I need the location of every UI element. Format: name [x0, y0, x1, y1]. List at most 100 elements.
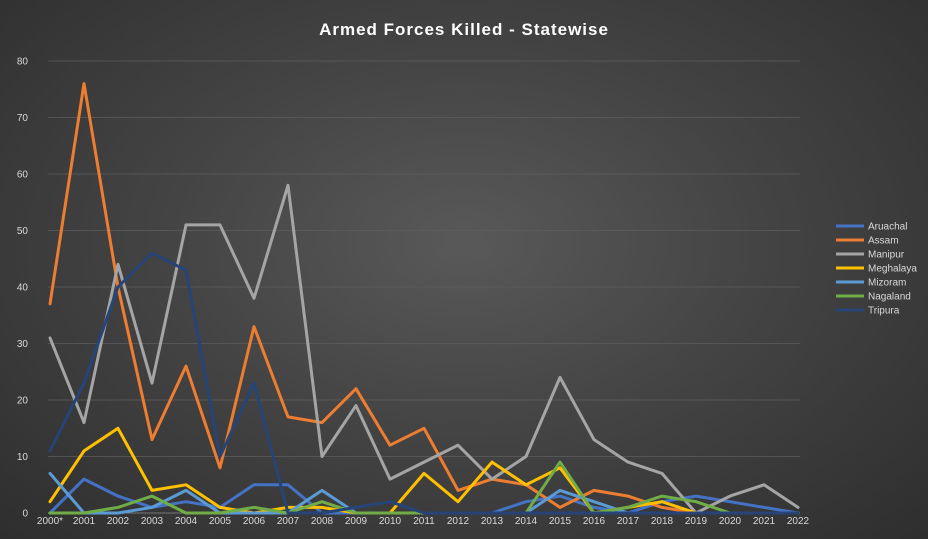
series-6 — [48, 251, 800, 515]
data-point — [184, 223, 188, 227]
data-point — [116, 511, 120, 515]
x-tick-label: 2012 — [447, 516, 470, 527]
data-point — [48, 449, 52, 453]
y-tick-label: 80 — [17, 57, 29, 68]
data-point — [388, 444, 392, 447]
y-tick-label: 60 — [17, 170, 29, 181]
legend-item: Assam — [836, 236, 899, 247]
data-point — [150, 489, 154, 492]
data-point — [694, 511, 698, 515]
legend-label: Mizoram — [868, 278, 906, 289]
data-point — [82, 381, 86, 385]
y-tick-label: 70 — [17, 113, 29, 124]
legend-item: Nagaland — [836, 292, 911, 303]
series-line — [48, 183, 800, 515]
data-point — [218, 506, 222, 509]
data-point — [184, 500, 188, 503]
legend-item: Manipur — [836, 250, 905, 261]
data-point — [558, 511, 562, 515]
x-tick-label: 2013 — [481, 516, 504, 527]
legend-item: Tripura — [836, 306, 900, 317]
x-tick-label: 2018 — [651, 516, 674, 527]
legend-item: Meghalaya — [836, 264, 917, 275]
data-point — [558, 506, 562, 509]
data-point — [252, 483, 256, 486]
data-point — [150, 251, 154, 255]
data-point — [762, 483, 766, 486]
data-point — [524, 500, 528, 503]
data-point — [524, 511, 528, 515]
data-point — [796, 506, 800, 509]
data-point — [558, 376, 562, 379]
data-point — [252, 381, 256, 385]
y-tick-label: 20 — [17, 396, 29, 407]
data-point — [626, 506, 630, 509]
data-point — [456, 500, 460, 503]
y-tick-label: 50 — [17, 226, 29, 237]
legend-item: Mizoram — [836, 278, 906, 289]
data-point — [48, 511, 52, 515]
x-tick-label: 2010 — [379, 516, 402, 527]
data-point — [388, 511, 392, 515]
data-point — [694, 500, 698, 503]
legend-label: Meghalaya — [868, 264, 917, 275]
series-1 — [48, 82, 800, 515]
data-point — [252, 297, 256, 300]
y-tick-label: 30 — [17, 339, 29, 350]
data-point — [388, 500, 392, 503]
x-tick-label: 2008 — [311, 516, 334, 527]
data-point — [320, 506, 324, 509]
data-point — [252, 511, 256, 515]
data-point — [48, 472, 52, 475]
data-point — [320, 489, 324, 492]
data-point — [116, 427, 120, 430]
data-point — [592, 511, 596, 515]
x-tick-label: 2021 — [753, 516, 776, 527]
data-point — [558, 489, 562, 492]
data-point — [150, 494, 154, 498]
x-tick-label: 2001 — [73, 516, 96, 527]
data-point — [796, 511, 800, 515]
data-point — [728, 500, 732, 503]
data-point — [48, 336, 52, 340]
data-point — [592, 500, 596, 503]
data-point — [184, 489, 188, 492]
x-tick-label: 2015 — [549, 516, 572, 527]
data-point — [82, 511, 86, 515]
data-point — [660, 511, 664, 515]
x-tick-label: 2022 — [787, 516, 810, 527]
data-point — [218, 223, 222, 227]
x-tick-label: 2004 — [175, 516, 198, 527]
series-lines — [48, 82, 800, 515]
data-point — [252, 325, 256, 328]
series-4 — [48, 471, 800, 515]
x-tick-label: 2011 — [413, 516, 435, 527]
data-point — [354, 506, 358, 509]
x-tick-label: 2014 — [515, 516, 538, 527]
data-point — [48, 500, 52, 503]
data-point — [728, 511, 732, 515]
data-point — [116, 506, 120, 509]
data-point — [592, 438, 596, 441]
data-point — [320, 511, 324, 515]
data-point — [762, 511, 766, 515]
legend-item: Aruachal — [836, 222, 907, 233]
data-point — [728, 494, 732, 498]
data-point — [422, 427, 426, 430]
data-point — [218, 511, 222, 515]
data-point — [422, 511, 426, 515]
legend: Aruachal Assam Manipur Meghalaya Mizoram Naga… — [836, 222, 917, 317]
data-point — [218, 455, 222, 458]
data-point — [82, 449, 86, 453]
x-tick-label: 2016 — [583, 516, 606, 527]
data-point — [626, 511, 630, 515]
data-point — [660, 500, 664, 503]
x-tick-label: 2005 — [209, 516, 232, 527]
data-point — [286, 511, 290, 515]
x-tick-label: 2000* — [37, 516, 63, 527]
legend-label: Manipur — [868, 250, 905, 261]
data-point — [286, 184, 290, 187]
data-point — [218, 466, 222, 469]
x-tick-label: 2006 — [243, 516, 266, 527]
x-tick-label: 2017 — [617, 516, 640, 527]
